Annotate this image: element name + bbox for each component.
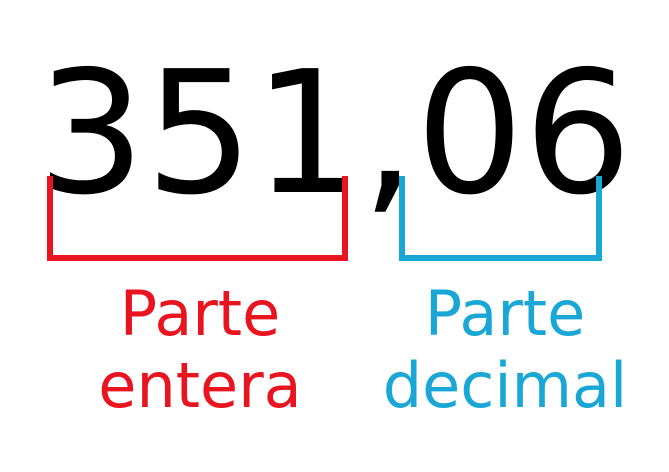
integer-bracket [47,176,348,261]
decimal-number: 351,06 [0,44,669,224]
integer-part-label: Parte entera [30,278,370,422]
decimal-bracket [399,176,602,261]
integer-label-line1: Parte [119,277,281,350]
decimal-digits: 06 [415,35,632,233]
decimal-label-line1: Parte [424,277,586,350]
decimal-separator: , [361,35,416,233]
integer-digits: 351 [37,35,362,233]
decimal-label-line2: decimal [382,349,628,422]
decimal-part-label: Parte decimal [360,278,650,422]
integer-label-line2: entera [98,349,302,422]
